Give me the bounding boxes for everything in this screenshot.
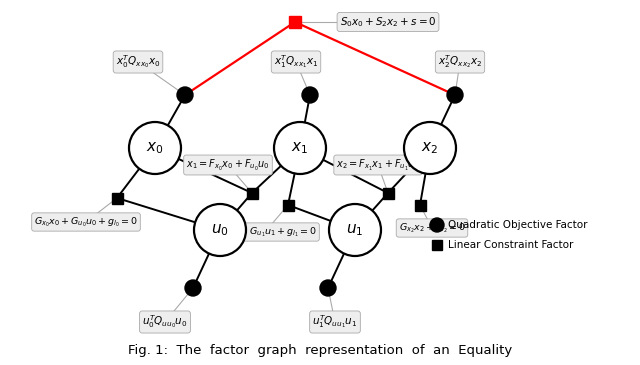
Text: $x_2 = F_{x_1} x_1 + F_{u_1} u_1$: $x_2 = F_{x_1} x_1 + F_{u_1} u_1$ <box>336 157 420 173</box>
Bar <box>282 200 294 211</box>
Circle shape <box>302 87 318 103</box>
Text: Fig. 1:  The  factor  graph  representation  of  an  Equality: Fig. 1: The factor graph representation … <box>128 344 512 357</box>
Bar <box>432 240 442 250</box>
Bar <box>111 192 122 204</box>
Circle shape <box>329 204 381 256</box>
Bar <box>289 16 301 28</box>
Circle shape <box>430 218 444 232</box>
Text: $x_2$: $x_2$ <box>422 140 438 156</box>
Text: $u_1$: $u_1$ <box>346 222 364 238</box>
Circle shape <box>404 122 456 174</box>
Text: $S_0 x_0 + S_2 x_2 + s = 0$: $S_0 x_0 + S_2 x_2 + s = 0$ <box>340 15 436 29</box>
Text: $G_{x_0} x_0 + G_{u_0} u_0 + g_{l_0} = 0$: $G_{x_0} x_0 + G_{u_0} u_0 + g_{l_0} = 0… <box>34 215 138 229</box>
Text: $x_1$: $x_1$ <box>291 140 308 156</box>
Circle shape <box>185 280 201 296</box>
Circle shape <box>177 87 193 103</box>
Text: $x_2^T Q_{xx_2} x_2$: $x_2^T Q_{xx_2} x_2$ <box>438 54 482 70</box>
Text: $u_1^T Q_{uu_1} u_1$: $u_1^T Q_{uu_1} u_1$ <box>312 314 358 330</box>
Bar <box>246 188 257 199</box>
Circle shape <box>320 280 336 296</box>
Bar <box>383 188 394 199</box>
Text: $x_0^T Q_{xx_0} x_0$: $x_0^T Q_{xx_0} x_0$ <box>116 54 160 70</box>
Text: $u_0^T Q_{uu_0} u_0$: $u_0^T Q_{uu_0} u_0$ <box>142 314 188 330</box>
Text: $G_{x_1} x_1 + G_{u_1} u_1 + g_{l_1} = 0$: $G_{x_1} x_1 + G_{u_1} u_1 + g_{l_1} = 0… <box>213 225 317 239</box>
Text: $u_0$: $u_0$ <box>211 222 229 238</box>
Circle shape <box>129 122 181 174</box>
Circle shape <box>194 204 246 256</box>
Bar <box>415 200 426 211</box>
Text: $x_1^T Q_{xx_1} x_1$: $x_1^T Q_{xx_1} x_1$ <box>274 54 318 70</box>
Text: $G_{x_2} x_2 + g_{l_2} = 0$: $G_{x_2} x_2 + g_{l_2} = 0$ <box>399 221 465 235</box>
Circle shape <box>447 87 463 103</box>
Text: Quadratic Objective Factor: Quadratic Objective Factor <box>448 220 588 230</box>
Text: Linear Constraint Factor: Linear Constraint Factor <box>448 240 573 250</box>
Text: $x_1 = F_{x_0} x_0 + F_{u_0} u_0$: $x_1 = F_{x_0} x_0 + F_{u_0} u_0$ <box>186 157 270 173</box>
Circle shape <box>274 122 326 174</box>
Text: $x_0$: $x_0$ <box>146 140 164 156</box>
